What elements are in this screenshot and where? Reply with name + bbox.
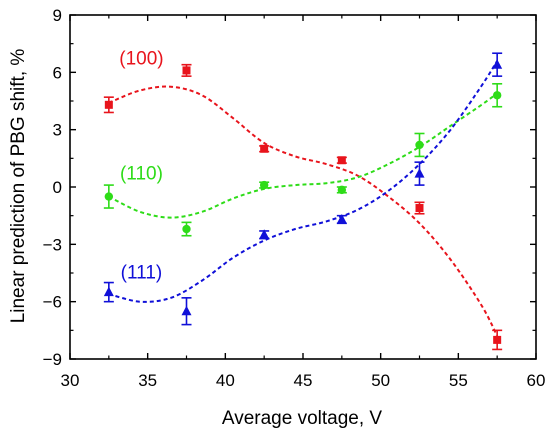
x-tick-label: 55 [449,371,468,390]
data-point-111 [336,213,347,224]
x-tick-label: 35 [138,371,157,390]
y-tick-label: 9 [53,6,62,25]
data-point-100 [493,335,502,344]
data-point-110 [104,192,114,201]
data-point-100 [337,156,346,165]
x-tick-label: 45 [294,371,313,390]
y-tick-label: 6 [53,63,62,82]
x-tick-label: 30 [61,371,80,390]
data-point-110 [492,91,502,100]
data-point-111 [103,286,114,297]
data-point-111 [492,59,503,69]
fit-curve-100 [108,85,499,337]
data-point-100 [415,204,424,213]
series-annotation: (111) [121,263,163,284]
data-point-110 [259,180,269,190]
y-tick-label: 3 [53,121,62,140]
y-tick-label: −3 [43,235,62,254]
fit-curve-110 [108,92,498,219]
y-tick-label: 0 [53,178,62,197]
data-point-111 [414,168,425,178]
x-tick-label: 40 [216,371,235,390]
y-axis-label: Linear prediction of PBG shift, % [8,49,29,324]
data-point-110 [337,185,347,195]
data-point-100 [104,100,113,109]
series-annotation: (110) [120,163,163,184]
data-point-100 [182,66,191,75]
data-point-100 [260,144,269,153]
plot-area: 30 35 40 45 50 55 60 −9 −6 −3 0 3 6 9 (100) (110) (111) [43,6,546,390]
data-point-111 [259,229,270,239]
x-tick-label: 60 [527,371,546,390]
data-point-111 [181,305,192,316]
x-tick-label: 50 [371,371,390,390]
x-axis-label: Average voltage, V [222,408,383,429]
fit-curve-111 [108,60,499,303]
series-annotation: (100) [119,49,163,70]
data-point-110 [182,224,191,234]
y-tick-label: −9 [43,350,62,369]
data-point-110 [415,140,424,150]
y-tick-label: −6 [43,293,62,312]
